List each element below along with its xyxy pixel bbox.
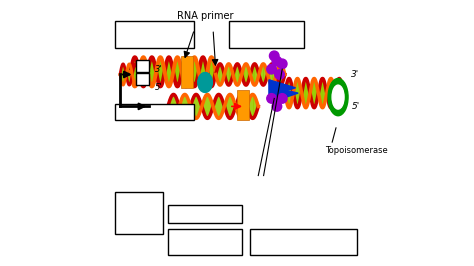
FancyBboxPatch shape: [168, 229, 242, 255]
FancyBboxPatch shape: [250, 229, 357, 255]
Circle shape: [277, 59, 287, 69]
FancyBboxPatch shape: [115, 104, 194, 120]
Circle shape: [277, 94, 287, 103]
FancyBboxPatch shape: [237, 90, 249, 120]
Circle shape: [269, 51, 279, 61]
Text: 5': 5': [155, 83, 163, 92]
Text: RNA primer: RNA primer: [177, 11, 233, 21]
FancyBboxPatch shape: [229, 21, 303, 48]
Text: 3': 3': [155, 65, 163, 74]
Text: 3': 3': [351, 70, 360, 79]
Polygon shape: [274, 88, 298, 101]
Circle shape: [267, 64, 276, 74]
Circle shape: [272, 56, 282, 66]
FancyBboxPatch shape: [136, 60, 149, 72]
FancyBboxPatch shape: [115, 21, 194, 48]
Ellipse shape: [328, 78, 348, 116]
Circle shape: [272, 102, 282, 111]
Text: 5': 5': [351, 102, 360, 111]
FancyBboxPatch shape: [168, 205, 242, 223]
Ellipse shape: [332, 85, 344, 109]
FancyBboxPatch shape: [181, 56, 193, 88]
FancyBboxPatch shape: [115, 192, 163, 234]
FancyBboxPatch shape: [136, 73, 149, 85]
Circle shape: [267, 94, 276, 103]
Text: Topoisomerase: Topoisomerase: [325, 146, 388, 155]
Ellipse shape: [198, 73, 212, 93]
Circle shape: [275, 70, 284, 79]
Polygon shape: [269, 80, 295, 96]
